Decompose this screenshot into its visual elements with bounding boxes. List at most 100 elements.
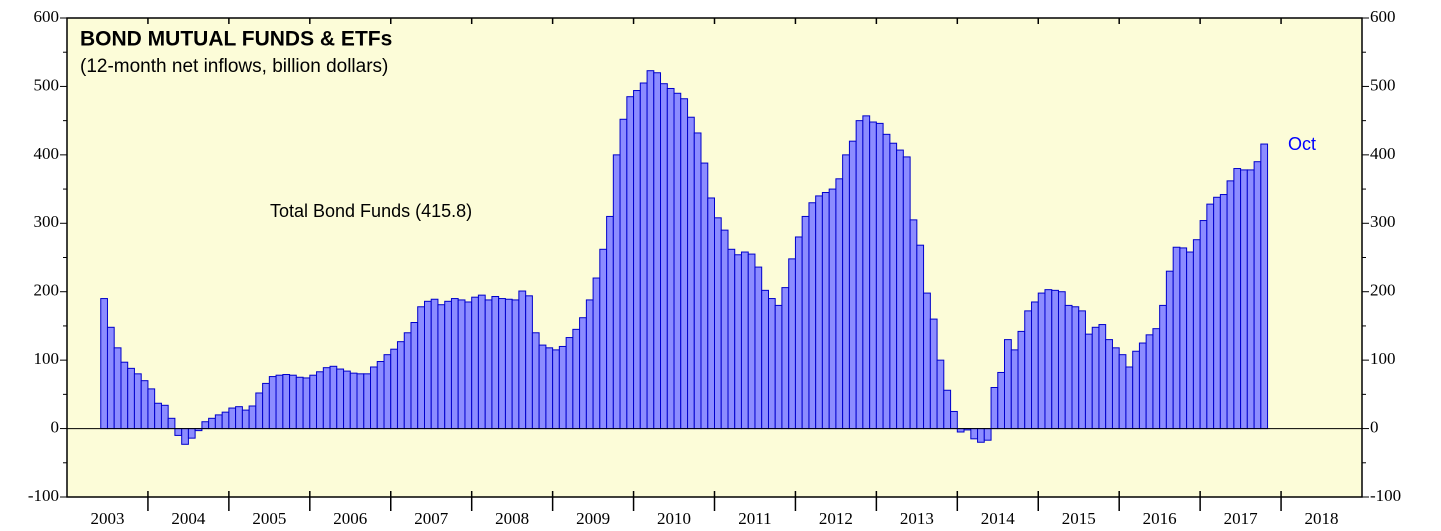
bar [268,376,277,430]
bar [1044,289,1053,430]
bar [565,337,574,430]
bar [187,428,196,439]
bar [1105,339,1113,430]
bar [781,287,790,430]
bar [248,405,257,430]
bar [612,154,621,430]
x-tick-label: 2005 [252,509,286,528]
bar [1186,251,1194,430]
bar [666,87,675,430]
bar [700,162,709,430]
bar [491,296,500,430]
bar [653,72,662,430]
bar [943,389,952,430]
bar [430,298,439,430]
bar [767,298,776,430]
bar [531,332,540,430]
bar [1240,169,1248,430]
bar [390,348,398,430]
bar [693,132,702,430]
bar [572,328,581,430]
bar [113,347,122,430]
bar [322,367,331,430]
bar [929,318,938,430]
bar [956,428,965,433]
bar [977,428,985,443]
bar [821,191,830,430]
bar [727,248,736,430]
x-tick-label: 2012 [819,509,853,528]
bar [855,120,864,430]
bar [1118,354,1127,430]
bar [1159,304,1167,430]
bar [646,70,655,430]
bar [1098,324,1107,430]
bar [1246,169,1255,430]
bar [1024,310,1033,430]
bar [498,298,506,430]
bar [154,402,162,430]
bar [221,411,230,430]
bar [714,217,722,430]
bar [889,142,898,430]
x-tick-label: 2011 [738,509,771,528]
chart-title: BOND MUTUAL FUNDS & ETFs [80,28,392,51]
bar [1172,246,1181,430]
bar [504,298,513,430]
bar [1057,291,1066,430]
bar [916,244,925,430]
bar [329,365,338,430]
bar [417,306,426,430]
bar [525,295,533,430]
bar [1260,143,1269,430]
bar [450,298,459,430]
y2-tick-label: 0 [1370,417,1379,436]
bar [1145,334,1154,430]
bar [167,417,176,430]
bar [1165,270,1174,430]
bar [511,299,520,430]
bar [1125,366,1134,430]
bar [815,195,823,430]
y-tick-label: -100 [28,486,59,505]
annotation: Oct [1288,134,1316,154]
y-tick-label: 200 [34,281,60,300]
y2-tick-label: -100 [1370,486,1401,505]
bar [1152,328,1161,430]
bar [471,296,479,430]
bar [518,290,527,430]
bar [983,428,992,441]
x-tick-label: 2008 [495,509,529,528]
bar [1219,194,1228,430]
bar [457,299,466,430]
bar [214,414,223,430]
bar [363,373,372,430]
bar [1179,247,1188,430]
y2-tick-label: 400 [1370,144,1396,163]
bar [208,417,216,430]
bar [410,322,419,430]
y-tick-label: 600 [34,7,60,26]
bar [1003,339,1012,430]
y2-tick-label: 500 [1370,75,1396,94]
bar [343,370,351,430]
bar [282,374,291,430]
bar [174,428,183,436]
bar [356,373,365,430]
bar [835,178,844,430]
bar [1037,292,1046,430]
y-tick-label: 0 [51,417,60,436]
bar [950,410,958,430]
bar [639,82,648,430]
bar [619,118,628,430]
bar [579,317,587,430]
x-tick-label: 2015 [1062,509,1096,528]
bar [289,374,297,430]
bar [100,298,108,430]
x-tick-label: 2006 [333,509,367,528]
bar [106,326,115,430]
bar [1233,168,1242,430]
bar [349,372,358,430]
bar [241,409,250,430]
bar [1091,326,1100,430]
